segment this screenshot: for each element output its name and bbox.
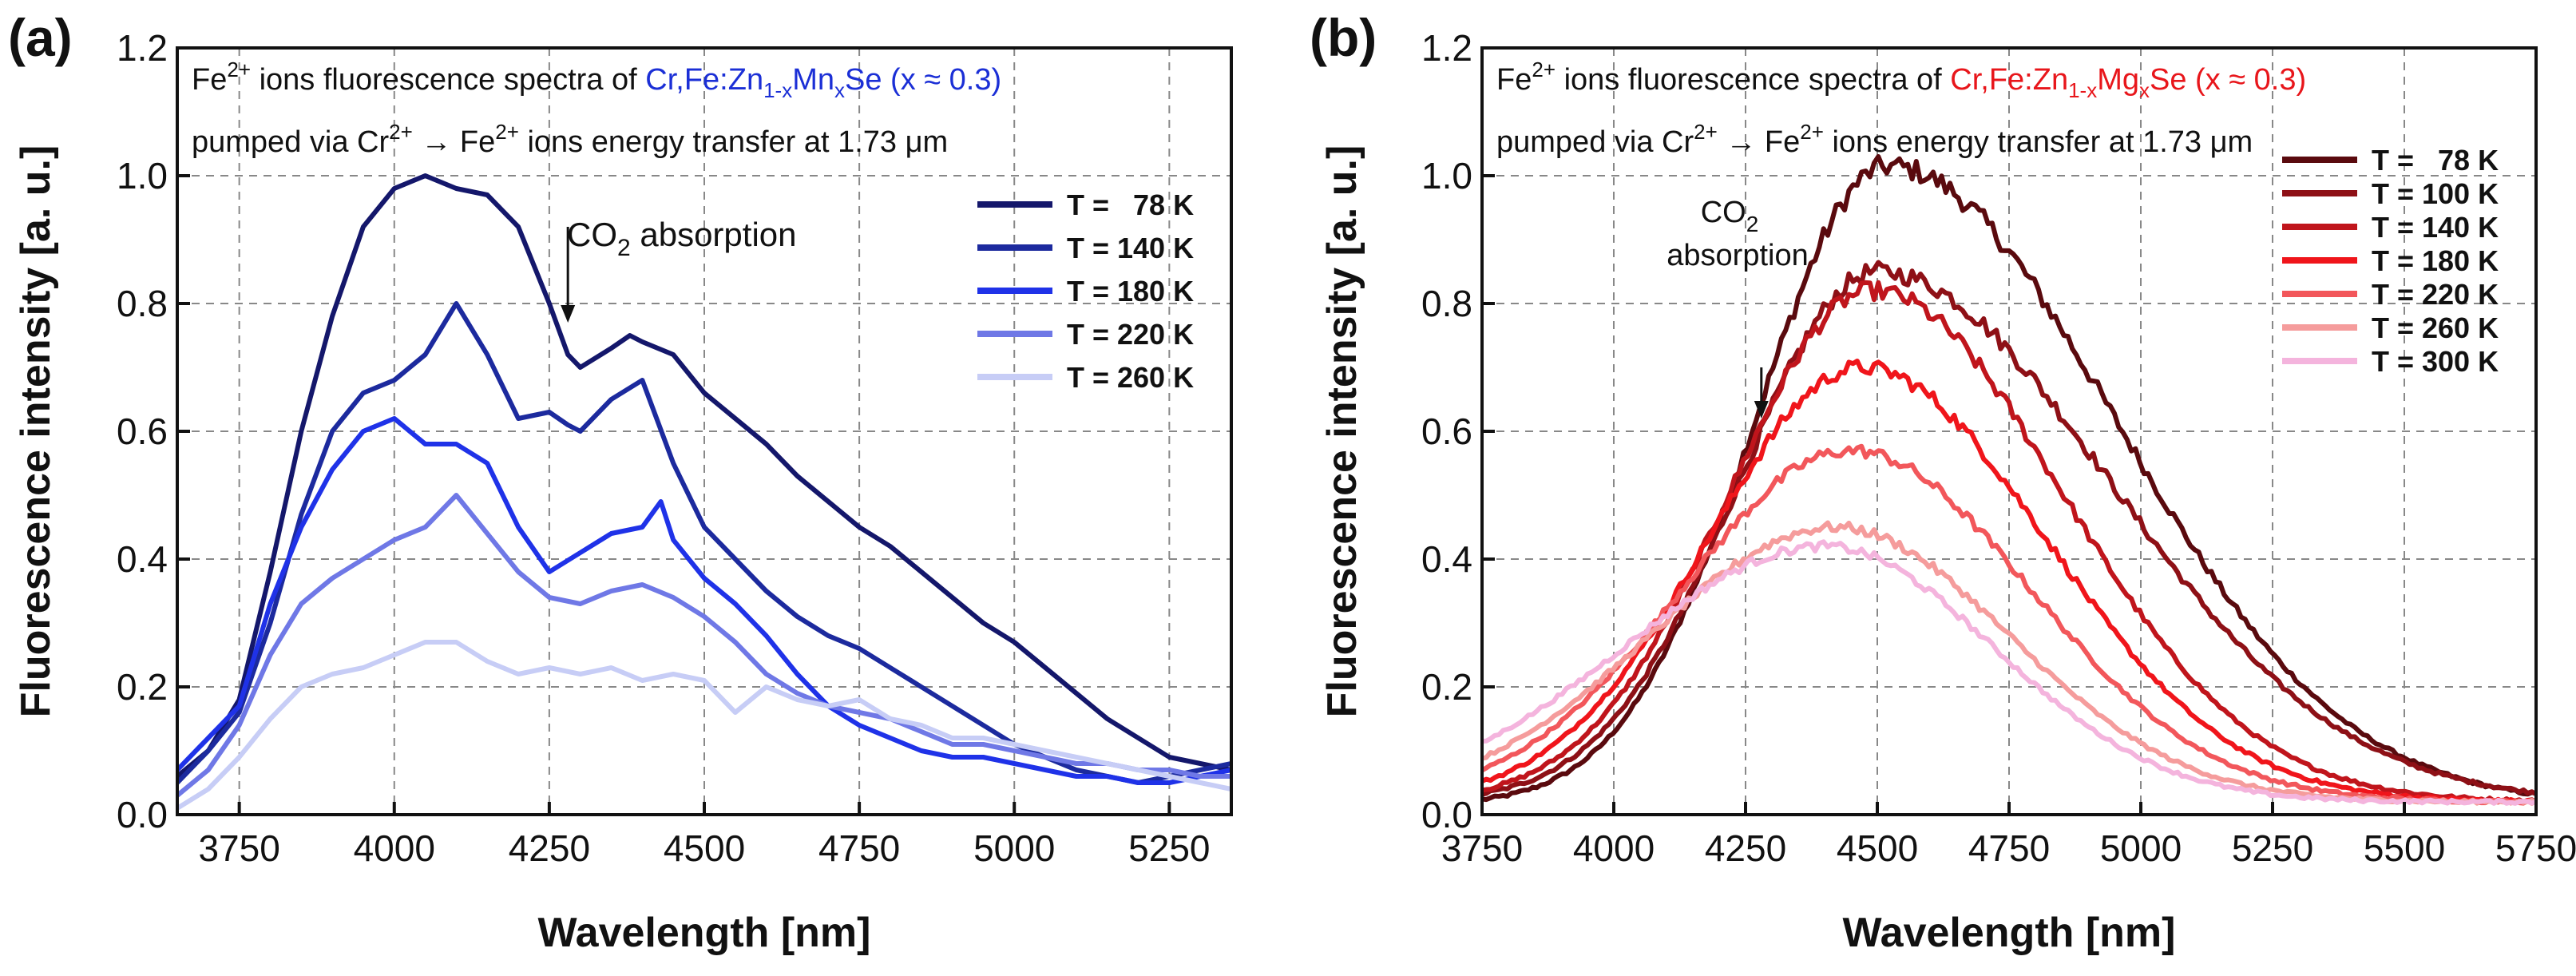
b-legend-label-2: T = 140 K	[2372, 211, 2499, 244]
b-legend-label-4: T = 220 K	[2372, 278, 2499, 311]
a-legend-label-3: T = 220 K	[1067, 318, 1194, 351]
b-xtick-label-8: 5750	[2495, 827, 2576, 869]
b-legend-label-5: T = 260 K	[2372, 311, 2499, 344]
b-legend-label-6: T = 300 K	[2372, 345, 2499, 378]
b-ytick-label-0: 0.0	[1421, 794, 1472, 835]
b-ytick-label-3: 0.6	[1421, 411, 1472, 452]
a-ytick-label-6: 1.2	[117, 27, 168, 69]
b-ytick-label-6: 1.2	[1421, 27, 1472, 69]
panel-b-co2-annotation-line2: absorption	[1666, 239, 1808, 272]
b-series-line-0	[1482, 154, 2536, 803]
a-series-line-3	[177, 493, 1231, 798]
b-xtick-label-3: 4500	[1837, 827, 1918, 869]
b-xtick-label-0: 3750	[1441, 827, 1523, 869]
b-series-line-1	[1482, 260, 2536, 797]
a-ytick-label-1: 0.2	[117, 666, 168, 708]
panel-b-note-line1: Fe2+ ions fluorescence spectra of Cr,Fe:…	[1496, 58, 2306, 102]
panel-b: 3750 4000 4250 4500 4750 5000 5250 5500 5750 0.0 0…	[1310, 8, 2576, 956]
a-xtick-label-0: 3750	[198, 827, 279, 869]
panel-a-legend: T = 78 K T = 140 K T = 180 K T = 220 K T = 2…	[977, 188, 1194, 394]
b-arrow-head	[1754, 401, 1769, 419]
panel-a-note-line1: Fe2+ ions fluorescence spectra of Cr,Fe:…	[192, 58, 1001, 102]
panel-a-grid	[177, 48, 1231, 815]
b-xtick-label-7: 5500	[2364, 827, 2445, 869]
a-legend-label-4: T = 260 K	[1067, 361, 1194, 394]
b-xtick-label-4: 4750	[1968, 827, 2050, 869]
panel-b-note-line2: pumped via Cr2+ → Fe2+ ions energy trans…	[1496, 120, 2253, 159]
b-ytick-label-1: 0.2	[1421, 666, 1472, 708]
panel-b-legend: T = 78 KT = 100 KT = 140 KT = 180 KT = 2…	[2282, 144, 2499, 378]
b-series-line-2	[1482, 280, 2536, 805]
b-series-line-6	[1482, 539, 2536, 806]
a-legend-label-1: T = 140 K	[1067, 232, 1194, 264]
a-xtick-label-4: 4750	[818, 827, 900, 869]
panel-a-label: (a)	[8, 8, 73, 67]
b-legend-label-0: T = 78 K	[2372, 144, 2499, 177]
a-ytick-label-2: 0.4	[117, 538, 168, 580]
a-legend-label-2: T = 180 K	[1067, 275, 1194, 307]
a-ytick-label-4: 0.8	[117, 283, 168, 324]
a-arrow-head	[561, 305, 576, 323]
b-ytick-label-4: 0.8	[1421, 283, 1472, 324]
a-xtick-label-5: 5000	[973, 827, 1055, 869]
b-xtick-label-5: 5000	[2100, 827, 2182, 869]
panel-a-co2-arrow	[561, 227, 576, 323]
b-ytick-label-2: 0.4	[1421, 538, 1472, 580]
panel-a-co2-annotation: CO2 absorption	[567, 216, 797, 261]
panel-b-co2-annotation-line1: CO2	[1701, 196, 1759, 236]
a-series-line-4	[177, 640, 1231, 811]
a-series-line-0	[177, 173, 1231, 779]
a-ytick-label-5: 1.0	[117, 155, 168, 196]
a-xtick-label-2: 4250	[509, 827, 590, 869]
panel-a-xlabel: Wavelength [nm]	[538, 910, 871, 956]
b-series-line-5	[1482, 520, 2536, 806]
panel-b-co2-arrow	[1754, 367, 1769, 419]
a-xtick-label-6: 5250	[1128, 827, 1210, 869]
panel-b-label: (b)	[1310, 8, 1377, 67]
b-ytick-label-5: 1.0	[1421, 155, 1472, 196]
panel-b-series	[1482, 154, 2536, 806]
a-ytick-label-0: 0.0	[117, 794, 168, 835]
panel-b-ticks: 3750 4000 4250 4500 4750 5000 5250 5500 5750 0.0 0…	[1421, 27, 2576, 869]
a-series-line-2	[177, 416, 1231, 785]
panel-b-xlabel: Wavelength [nm]	[1843, 910, 2176, 956]
b-legend-label-1: T = 100 K	[2372, 177, 2499, 210]
a-ytick-label-3: 0.6	[117, 411, 168, 452]
a-xtick-label-1: 4000	[354, 827, 435, 869]
b-xtick-label-2: 4250	[1705, 827, 1786, 869]
a-legend-label-0: T = 78 K	[1067, 188, 1194, 221]
panel-b-ylabel: Fluorescence intensity [a. u.]	[1319, 145, 1365, 718]
panel-a: 3750 4000 4250 4500 4750 5000 5250 0.0 0.2 0.4 0.6…	[8, 8, 1233, 956]
a-xtick-label-3: 4500	[664, 827, 745, 869]
b-xtick-label-6: 5250	[2232, 827, 2313, 869]
panel-a-series	[177, 173, 1231, 811]
b-xtick-label-1: 4000	[1573, 827, 1655, 869]
panel-a-ticks: 3750 4000 4250 4500 4750 5000 5250 0.0 0.2 0.4 0.6…	[117, 27, 1210, 869]
b-legend-label-3: T = 180 K	[2372, 244, 2499, 277]
panel-a-ylabel: Fluorescence intensity [a. u.]	[13, 145, 59, 718]
panel-a-note-line2: pumped via Cr2+ → Fe2+ ions energy trans…	[192, 120, 948, 159]
